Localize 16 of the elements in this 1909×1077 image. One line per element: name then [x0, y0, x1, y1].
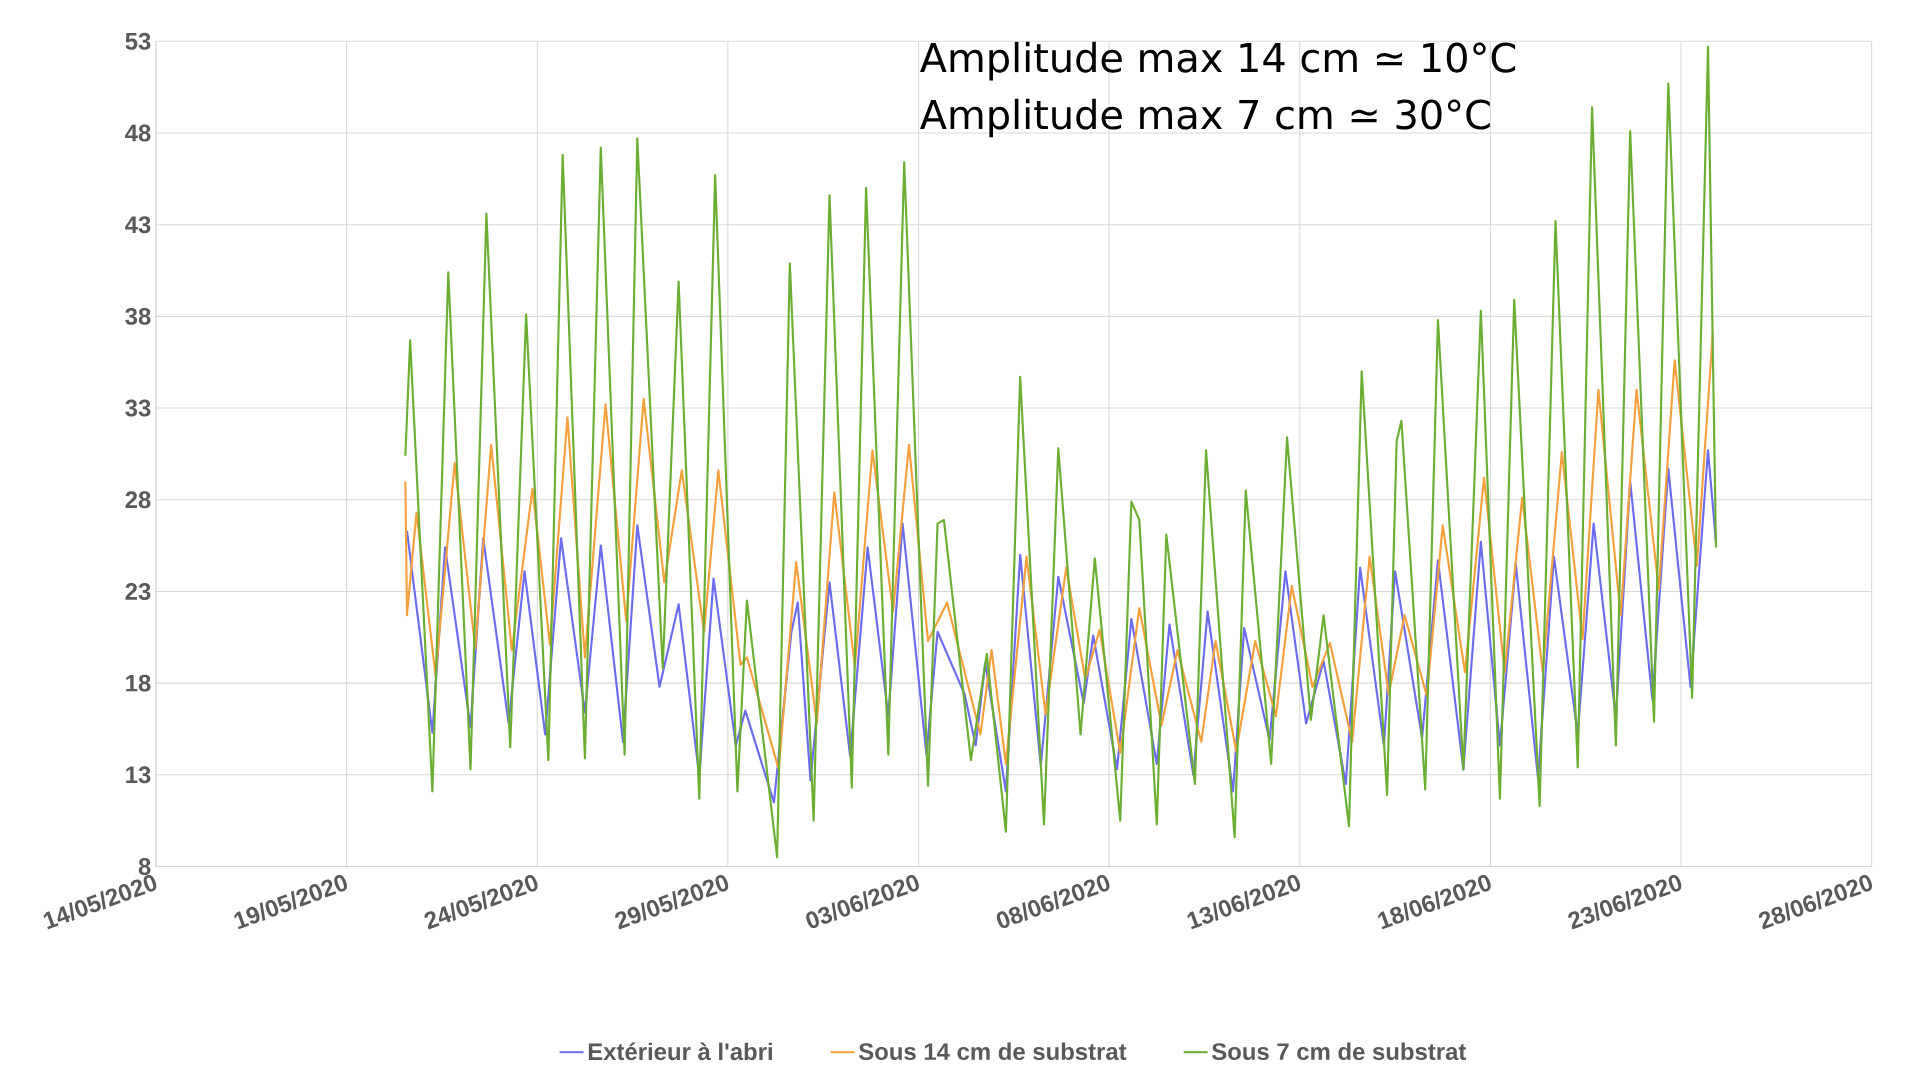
y-tick-label: 33 — [125, 399, 151, 417]
annotation: Amplitude max 14 cm ≃ 10°C — [920, 41, 1516, 81]
legend-label: Sous 14 cm de substrat — [858, 1042, 1127, 1061]
y-tick-label: 8 — [138, 857, 151, 875]
y-tick-label: 43 — [125, 216, 151, 234]
y-tick-label: 53 — [125, 32, 151, 50]
line-series — [405, 449, 1718, 804]
legend-label: Extérieur à l'abri — [588, 1042, 772, 1061]
y-tick-label: 13 — [126, 766, 151, 784]
y-tick-label: 38 — [125, 307, 151, 325]
annotation: Amplitude max 7 cm ≃ 30°C — [920, 98, 1490, 138]
y-tick-label: 48 — [125, 124, 151, 142]
y-tick-label: 28 — [125, 491, 151, 509]
legend-label: Sous 7 cm de substrat — [1211, 1042, 1467, 1061]
y-tick-label: 18 — [126, 674, 151, 692]
y-tick-label: 23 — [125, 582, 151, 600]
